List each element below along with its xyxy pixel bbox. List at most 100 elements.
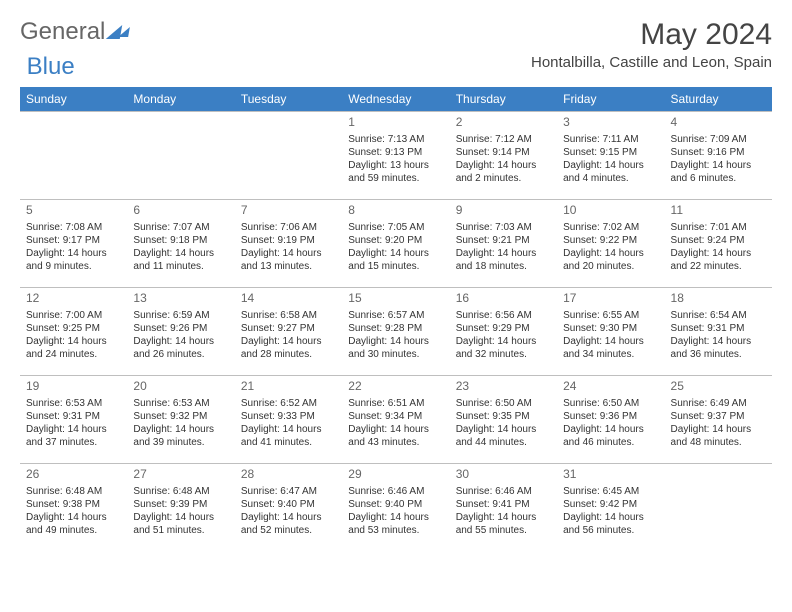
sunset-text: Sunset: 9:17 PM bbox=[26, 234, 121, 247]
sunrise-text: Sunrise: 6:47 AM bbox=[241, 485, 336, 498]
daylight-text: Daylight: 14 hours and 37 minutes. bbox=[26, 423, 121, 449]
sunset-text: Sunset: 9:20 PM bbox=[348, 234, 443, 247]
sunrise-text: Sunrise: 7:12 AM bbox=[456, 133, 551, 146]
sunrise-text: Sunrise: 6:46 AM bbox=[456, 485, 551, 498]
day-number: 10 bbox=[563, 203, 658, 219]
sunrise-text: Sunrise: 6:50 AM bbox=[456, 397, 551, 410]
sunset-text: Sunset: 9:27 PM bbox=[241, 322, 336, 335]
sunrise-text: Sunrise: 6:48 AM bbox=[133, 485, 228, 498]
sunset-text: Sunset: 9:18 PM bbox=[133, 234, 228, 247]
day-header: Saturday bbox=[665, 87, 772, 112]
calendar-cell: 25Sunrise: 6:49 AMSunset: 9:37 PMDayligh… bbox=[665, 376, 772, 464]
daylight-text: Daylight: 14 hours and 43 minutes. bbox=[348, 423, 443, 449]
daylight-text: Daylight: 14 hours and 53 minutes. bbox=[348, 511, 443, 537]
sunset-text: Sunset: 9:25 PM bbox=[26, 322, 121, 335]
sunrise-text: Sunrise: 6:46 AM bbox=[348, 485, 443, 498]
sunset-text: Sunset: 9:41 PM bbox=[456, 498, 551, 511]
calendar-week-row: 26Sunrise: 6:48 AMSunset: 9:38 PMDayligh… bbox=[20, 464, 772, 552]
calendar-cell: 26Sunrise: 6:48 AMSunset: 9:38 PMDayligh… bbox=[20, 464, 127, 552]
day-number: 4 bbox=[671, 115, 766, 131]
day-number: 11 bbox=[671, 203, 766, 219]
sunrise-text: Sunrise: 6:58 AM bbox=[241, 309, 336, 322]
day-number: 2 bbox=[456, 115, 551, 131]
calendar-table: SundayMondayTuesdayWednesdayThursdayFrid… bbox=[20, 87, 772, 552]
daylight-text: Daylight: 14 hours and 49 minutes. bbox=[26, 511, 121, 537]
calendar-cell: 2Sunrise: 7:12 AMSunset: 9:14 PMDaylight… bbox=[450, 112, 557, 200]
day-number: 17 bbox=[563, 291, 658, 307]
sunrise-text: Sunrise: 7:02 AM bbox=[563, 221, 658, 234]
calendar-cell: 13Sunrise: 6:59 AMSunset: 9:26 PMDayligh… bbox=[127, 288, 234, 376]
calendar-week-row: 1Sunrise: 7:13 AMSunset: 9:13 PMDaylight… bbox=[20, 112, 772, 200]
daylight-text: Daylight: 14 hours and 55 minutes. bbox=[456, 511, 551, 537]
title-block: May 2024 Hontalbilla, Castille and Leon,… bbox=[531, 18, 772, 71]
daylight-text: Daylight: 14 hours and 41 minutes. bbox=[241, 423, 336, 449]
calendar-cell: 6Sunrise: 7:07 AMSunset: 9:18 PMDaylight… bbox=[127, 200, 234, 288]
daylight-text: Daylight: 14 hours and 36 minutes. bbox=[671, 335, 766, 361]
calendar-cell: 29Sunrise: 6:46 AMSunset: 9:40 PMDayligh… bbox=[342, 464, 449, 552]
day-number: 3 bbox=[563, 115, 658, 131]
day-number: 1 bbox=[348, 115, 443, 131]
calendar-body: 1Sunrise: 7:13 AMSunset: 9:13 PMDaylight… bbox=[20, 112, 772, 552]
sunrise-text: Sunrise: 7:06 AM bbox=[241, 221, 336, 234]
daylight-text: Daylight: 14 hours and 9 minutes. bbox=[26, 247, 121, 273]
day-number: 20 bbox=[133, 379, 228, 395]
calendar-cell: 27Sunrise: 6:48 AMSunset: 9:39 PMDayligh… bbox=[127, 464, 234, 552]
calendar-cell: 20Sunrise: 6:53 AMSunset: 9:32 PMDayligh… bbox=[127, 376, 234, 464]
sunset-text: Sunset: 9:19 PM bbox=[241, 234, 336, 247]
calendar-cell: 30Sunrise: 6:46 AMSunset: 9:41 PMDayligh… bbox=[450, 464, 557, 552]
day-number: 24 bbox=[563, 379, 658, 395]
calendar-cell: 11Sunrise: 7:01 AMSunset: 9:24 PMDayligh… bbox=[665, 200, 772, 288]
sunset-text: Sunset: 9:42 PM bbox=[563, 498, 658, 511]
logo-blue-text: Blue bbox=[27, 53, 75, 81]
day-number: 15 bbox=[348, 291, 443, 307]
calendar-cell: 19Sunrise: 6:53 AMSunset: 9:31 PMDayligh… bbox=[20, 376, 127, 464]
sunrise-text: Sunrise: 7:05 AM bbox=[348, 221, 443, 234]
daylight-text: Daylight: 14 hours and 26 minutes. bbox=[133, 335, 228, 361]
daylight-text: Daylight: 14 hours and 4 minutes. bbox=[563, 159, 658, 185]
sunrise-text: Sunrise: 6:50 AM bbox=[563, 397, 658, 410]
daylight-text: Daylight: 14 hours and 13 minutes. bbox=[241, 247, 336, 273]
day-header: Thursday bbox=[450, 87, 557, 112]
sunrise-text: Sunrise: 6:53 AM bbox=[26, 397, 121, 410]
calendar-cell: 22Sunrise: 6:51 AMSunset: 9:34 PMDayligh… bbox=[342, 376, 449, 464]
daylight-text: Daylight: 13 hours and 59 minutes. bbox=[348, 159, 443, 185]
day-number: 29 bbox=[348, 467, 443, 483]
day-number: 16 bbox=[456, 291, 551, 307]
calendar-cell: 5Sunrise: 7:08 AMSunset: 9:17 PMDaylight… bbox=[20, 200, 127, 288]
logo: General bbox=[20, 18, 129, 46]
calendar-cell bbox=[127, 112, 234, 200]
sunset-text: Sunset: 9:39 PM bbox=[133, 498, 228, 511]
sunrise-text: Sunrise: 6:45 AM bbox=[563, 485, 658, 498]
sunrise-text: Sunrise: 6:56 AM bbox=[456, 309, 551, 322]
day-number: 31 bbox=[563, 467, 658, 483]
sunset-text: Sunset: 9:30 PM bbox=[563, 322, 658, 335]
day-number: 28 bbox=[241, 467, 336, 483]
sunset-text: Sunset: 9:38 PM bbox=[26, 498, 121, 511]
calendar-cell: 10Sunrise: 7:02 AMSunset: 9:22 PMDayligh… bbox=[557, 200, 664, 288]
sunrise-text: Sunrise: 6:52 AM bbox=[241, 397, 336, 410]
daylight-text: Daylight: 14 hours and 56 minutes. bbox=[563, 511, 658, 537]
sunset-text: Sunset: 9:26 PM bbox=[133, 322, 228, 335]
daylight-text: Daylight: 14 hours and 2 minutes. bbox=[456, 159, 551, 185]
daylight-text: Daylight: 14 hours and 15 minutes. bbox=[348, 247, 443, 273]
daylight-text: Daylight: 14 hours and 6 minutes. bbox=[671, 159, 766, 185]
calendar-cell: 4Sunrise: 7:09 AMSunset: 9:16 PMDaylight… bbox=[665, 112, 772, 200]
sunset-text: Sunset: 9:15 PM bbox=[563, 146, 658, 159]
day-header: Tuesday bbox=[235, 87, 342, 112]
sunset-text: Sunset: 9:37 PM bbox=[671, 410, 766, 423]
day-header: Friday bbox=[557, 87, 664, 112]
month-title: May 2024 bbox=[531, 18, 772, 52]
calendar-cell: 18Sunrise: 6:54 AMSunset: 9:31 PMDayligh… bbox=[665, 288, 772, 376]
daylight-text: Daylight: 14 hours and 39 minutes. bbox=[133, 423, 228, 449]
sunrise-text: Sunrise: 6:55 AM bbox=[563, 309, 658, 322]
calendar-week-row: 19Sunrise: 6:53 AMSunset: 9:31 PMDayligh… bbox=[20, 376, 772, 464]
sunrise-text: Sunrise: 7:00 AM bbox=[26, 309, 121, 322]
day-number: 21 bbox=[241, 379, 336, 395]
day-header: Monday bbox=[127, 87, 234, 112]
calendar-week-row: 5Sunrise: 7:08 AMSunset: 9:17 PMDaylight… bbox=[20, 200, 772, 288]
sunset-text: Sunset: 9:33 PM bbox=[241, 410, 336, 423]
calendar-cell: 3Sunrise: 7:11 AMSunset: 9:15 PMDaylight… bbox=[557, 112, 664, 200]
sunrise-text: Sunrise: 7:07 AM bbox=[133, 221, 228, 234]
sunrise-text: Sunrise: 7:01 AM bbox=[671, 221, 766, 234]
logo-text-blue bbox=[105, 25, 129, 39]
